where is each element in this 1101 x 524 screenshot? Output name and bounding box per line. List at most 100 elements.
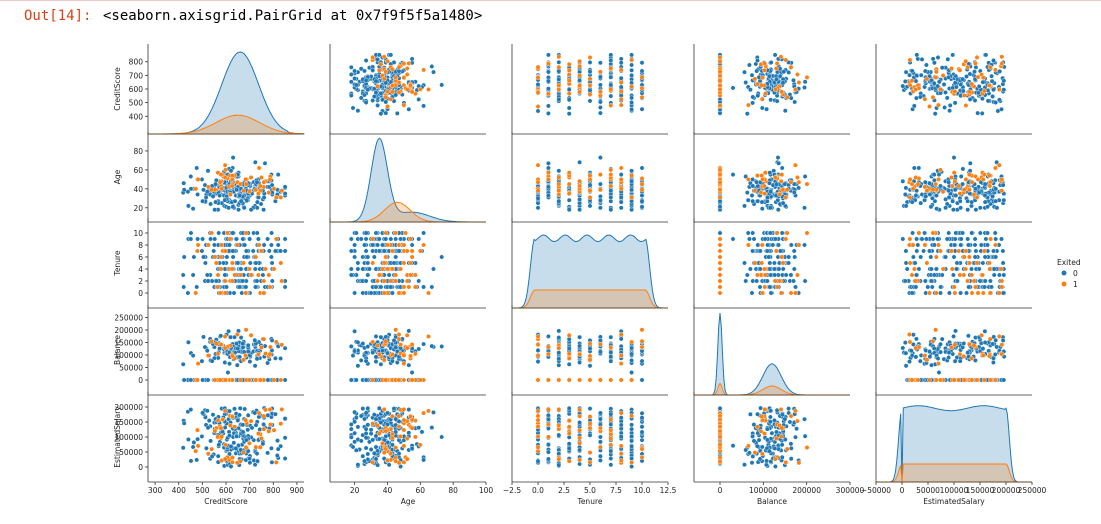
point (980, 352, 986, 358)
point (365, 254, 371, 260)
point (930, 338, 936, 344)
point (788, 64, 794, 70)
point (916, 266, 922, 272)
point (257, 377, 263, 383)
point (396, 413, 402, 419)
point (911, 103, 917, 109)
point (185, 290, 191, 296)
x-tick-label: 100 (479, 486, 494, 495)
point (757, 248, 763, 254)
point (556, 335, 562, 340)
point (608, 58, 614, 63)
point (717, 290, 723, 296)
point (271, 186, 277, 192)
point (982, 328, 988, 334)
point (385, 104, 390, 109)
point (275, 446, 281, 452)
y-tick-label: 50000 (119, 364, 143, 373)
point (772, 278, 778, 284)
point (401, 443, 407, 449)
point (750, 176, 755, 182)
point (546, 91, 551, 97)
point (981, 172, 987, 178)
point (947, 103, 953, 108)
point (535, 179, 541, 185)
point (629, 438, 634, 444)
panel-age-vs-age (329, 132, 486, 223)
point (608, 172, 614, 178)
point (987, 64, 993, 70)
point (957, 272, 963, 278)
point (278, 377, 284, 383)
point (985, 230, 990, 236)
point (577, 377, 582, 383)
point (204, 272, 210, 278)
point (911, 165, 917, 171)
panel-creditscore-vs-age (329, 44, 486, 135)
point (254, 451, 260, 456)
point (742, 260, 747, 266)
point (352, 328, 357, 334)
point (773, 236, 778, 242)
point (190, 353, 196, 358)
point (223, 377, 228, 383)
point (230, 204, 236, 210)
point (389, 89, 395, 95)
point (203, 445, 209, 451)
point (943, 205, 948, 211)
point (535, 458, 541, 464)
point (208, 236, 214, 242)
point (389, 413, 395, 419)
point (608, 358, 614, 364)
point (618, 60, 624, 66)
point (348, 248, 354, 254)
point (272, 248, 278, 254)
point (535, 205, 541, 211)
point (742, 69, 747, 75)
point (238, 198, 244, 204)
point (929, 278, 934, 284)
point (985, 98, 991, 104)
point (376, 431, 382, 436)
point (205, 425, 211, 431)
point (796, 179, 802, 185)
point (378, 111, 384, 117)
point (274, 453, 280, 458)
point (767, 260, 773, 266)
point (396, 336, 402, 342)
point (365, 451, 371, 457)
point (195, 436, 201, 442)
y-tick-label: 40 (133, 185, 143, 194)
point (777, 73, 783, 79)
point (639, 344, 645, 350)
point (967, 172, 972, 178)
point (230, 254, 236, 260)
point (409, 248, 415, 254)
point (388, 278, 394, 284)
point (360, 453, 366, 459)
panel-balance-vs-tenure (511, 305, 668, 396)
point (598, 341, 603, 347)
point (238, 266, 244, 272)
point (243, 417, 249, 423)
point (362, 92, 367, 98)
point (913, 354, 919, 360)
point (639, 204, 645, 210)
point (969, 179, 975, 185)
point (598, 172, 603, 178)
point (234, 362, 240, 368)
point (275, 438, 280, 443)
point (759, 206, 765, 212)
point (212, 236, 218, 242)
point (608, 183, 614, 189)
point (363, 350, 369, 356)
point (238, 335, 244, 340)
point (946, 188, 951, 194)
point (777, 192, 782, 197)
point (391, 337, 397, 343)
point (775, 207, 781, 213)
point (967, 160, 973, 166)
point (376, 67, 382, 73)
point (780, 260, 786, 266)
point (271, 266, 277, 272)
